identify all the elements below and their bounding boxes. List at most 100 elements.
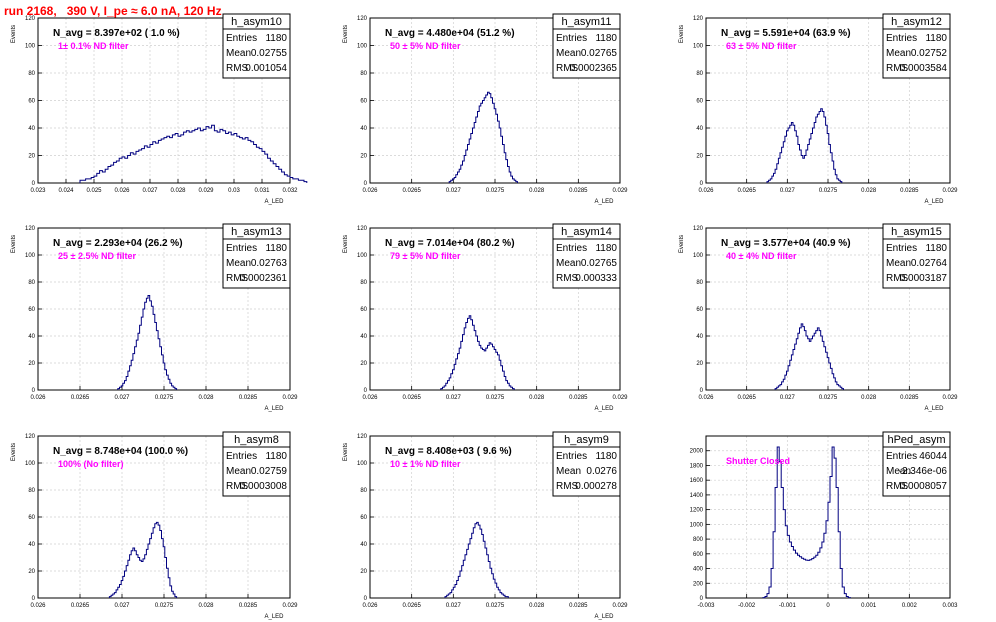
y-tick-label: 100 <box>357 253 368 259</box>
x-tick-label: 0.026 <box>698 395 714 401</box>
x-axis-label: A_LED <box>594 614 614 620</box>
stats-label: RMS <box>886 273 909 284</box>
y-tick-label: 0 <box>700 388 704 394</box>
y-tick-label: 60 <box>360 99 367 105</box>
stats-label: RMS <box>226 481 249 492</box>
y-tick-label: 20 <box>696 154 703 160</box>
y-tick-label: 40 <box>696 334 703 340</box>
stats-value: 1180 <box>265 243 287 254</box>
y-tick-label: 0 <box>32 388 36 394</box>
histogram-series <box>440 315 515 390</box>
n-avg-label: N_avg = 3.577e+04 (40.9 %) <box>721 238 851 249</box>
y-tick-label: 120 <box>693 16 704 22</box>
stats-value: 0.0002365 <box>570 63 618 74</box>
x-tick-label: 0.0275 <box>155 603 174 609</box>
histogram-panel: 0.026 0.0265 0.027 0.0275 0.028 0.0285 0.029 0 2… <box>11 223 298 412</box>
x-tick-label: 0.027 <box>114 603 130 609</box>
page-title: run 2168, 390 V, I_pe ≈ 6.0 nA, 120 Hz <box>4 4 222 18</box>
stats-box <box>222 223 291 289</box>
filter-note: 63 ± 5% ND filter <box>726 41 797 51</box>
x-tick-label: 0.025 <box>86 188 102 194</box>
x-tick-label: 0.0275 <box>486 603 505 609</box>
stats-value: -2.346e-06 <box>899 466 948 477</box>
y-tick-label: 80 <box>696 280 703 286</box>
stats-value: 0.001054 <box>245 63 287 74</box>
stats-label: Mean <box>556 48 581 59</box>
y-tick-label: 2000 <box>690 449 704 455</box>
histogram-panel: 0.023 0.024 0.025 0.026 0.027 0.028 0.029 0.03 0… <box>11 13 308 205</box>
y-tick-label: 100 <box>25 44 36 50</box>
x-tick-label: 0.0285 <box>900 395 919 401</box>
n-avg-label: N_avg = 8.408e+03 ( 9.6 %) <box>385 446 512 457</box>
x-tick-label: -0.001 <box>779 603 797 609</box>
y-tick-label: 120 <box>357 226 368 232</box>
y-tick-label: 1400 <box>690 493 704 499</box>
histogram-series <box>108 521 178 598</box>
histogram-panel: 0.026 0.0265 0.027 0.0275 0.028 0.0285 0.029 0 2… <box>679 13 958 205</box>
stats-box <box>882 13 951 79</box>
x-tick-label: 0.026 <box>698 188 714 194</box>
y-tick-label: 0 <box>700 181 704 187</box>
x-tick-label: 0.03 <box>228 188 240 194</box>
x-tick-label: 0.024 <box>58 188 74 194</box>
x-tick-label: 0.026 <box>362 188 378 194</box>
x-axis-label: A_LED <box>264 406 284 412</box>
filter-note: 79 ± 5% ND filter <box>390 251 461 261</box>
x-tick-label: 0.002 <box>902 603 918 609</box>
x-tick-label: 0.028 <box>198 603 214 609</box>
stats-title: h_asym15 <box>891 226 942 238</box>
x-tick-label: 0.032 <box>282 188 298 194</box>
histogram-series <box>766 108 843 183</box>
x-tick-label: 0.029 <box>612 188 628 194</box>
histogram-panel: 0.026 0.0265 0.027 0.0275 0.028 0.0285 0.029 0 2… <box>343 431 628 620</box>
x-tick-label: 0.0275 <box>819 395 838 401</box>
y-tick-label: 0 <box>364 596 368 602</box>
y-tick-label: 60 <box>28 99 35 105</box>
y-tick-label: 20 <box>28 361 35 367</box>
x-tick-label: 0.0265 <box>71 603 90 609</box>
stats-box <box>552 431 621 497</box>
x-tick-label: 0.028 <box>529 603 545 609</box>
x-axis-label: A_LED <box>924 199 944 205</box>
x-tick-label: 0.029 <box>282 395 298 401</box>
y-axis-label: Events <box>343 25 349 43</box>
stats-value: 1180 <box>595 451 617 462</box>
x-tick-label: 0.027 <box>446 395 462 401</box>
x-tick-label: 0.027 <box>114 395 130 401</box>
x-tick-label: 0.026 <box>30 603 46 609</box>
stats-label: Entries <box>886 33 917 44</box>
x-tick-label: 0.028 <box>861 188 877 194</box>
stats-label: Entries <box>886 243 917 254</box>
stats-label: RMS <box>556 481 579 492</box>
y-tick-label: 1200 <box>690 508 704 514</box>
stats-value: 0.0008057 <box>900 481 948 492</box>
y-tick-label: 80 <box>28 280 35 286</box>
stats-value: 0.02763 <box>251 258 288 269</box>
x-tick-label: 0.0265 <box>402 395 421 401</box>
y-tick-label: 0 <box>364 388 368 394</box>
stats-label: RMS <box>226 63 249 74</box>
x-tick-label: 0.0275 <box>486 395 505 401</box>
filter-note: 100% (No filter) <box>58 459 124 469</box>
x-tick-label: 0.0265 <box>402 603 421 609</box>
n-avg-label: N_avg = 5.591e+04 (63.9 %) <box>721 28 851 39</box>
stats-value: 0.02755 <box>251 48 288 59</box>
n-avg-label: N_avg = 8.397e+02 ( 1.0 %) <box>53 28 180 39</box>
histogram-series <box>774 323 844 390</box>
x-axis-label: A_LED <box>924 406 944 412</box>
stats-value: 1180 <box>265 451 287 462</box>
x-tick-label: 0.026 <box>30 395 46 401</box>
stats-label: RMS <box>556 63 579 74</box>
stats-label: Mean <box>226 48 251 59</box>
y-tick-label: 120 <box>25 226 36 232</box>
y-tick-label: 100 <box>357 461 368 467</box>
y-tick-label: 40 <box>28 126 35 132</box>
histogram-series <box>448 91 518 183</box>
y-tick-label: 40 <box>360 334 367 340</box>
stats-label: Entries <box>226 451 257 462</box>
x-tick-label: 0.001 <box>861 603 877 609</box>
n-avg-label: N_avg = 7.014e+04 (80.2 %) <box>385 238 515 249</box>
filter-note: 10 ± 1% ND filter <box>390 459 461 469</box>
stats-label: Entries <box>226 243 257 254</box>
